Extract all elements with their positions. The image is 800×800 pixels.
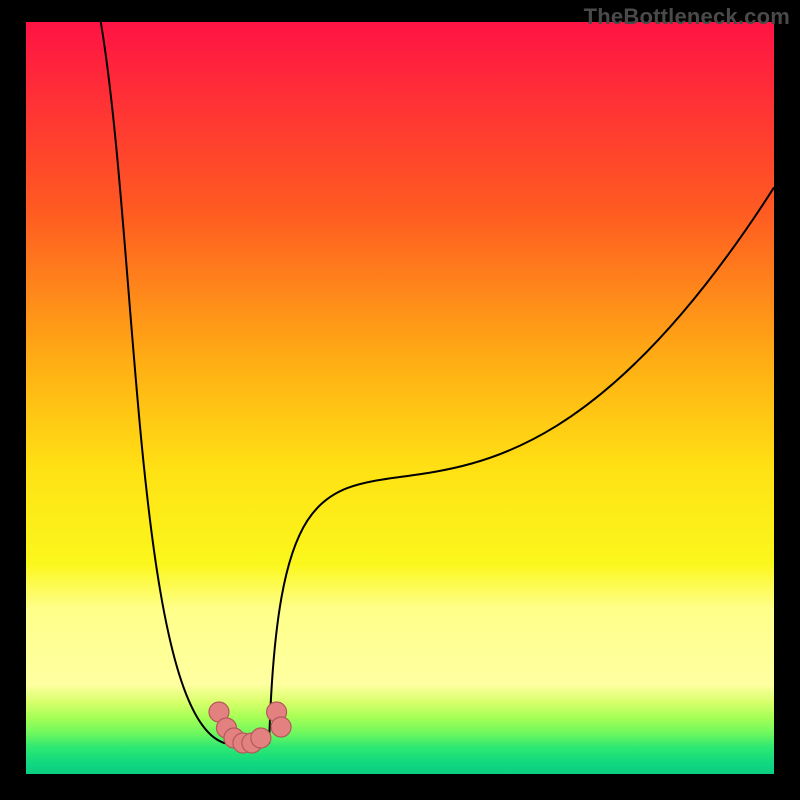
- chart-container: TheBottleneck.com: [0, 0, 800, 800]
- data-marker: [271, 717, 291, 737]
- data-marker: [251, 728, 271, 748]
- watermark-text: TheBottleneck.com: [584, 4, 790, 30]
- chart-svg: [0, 0, 800, 800]
